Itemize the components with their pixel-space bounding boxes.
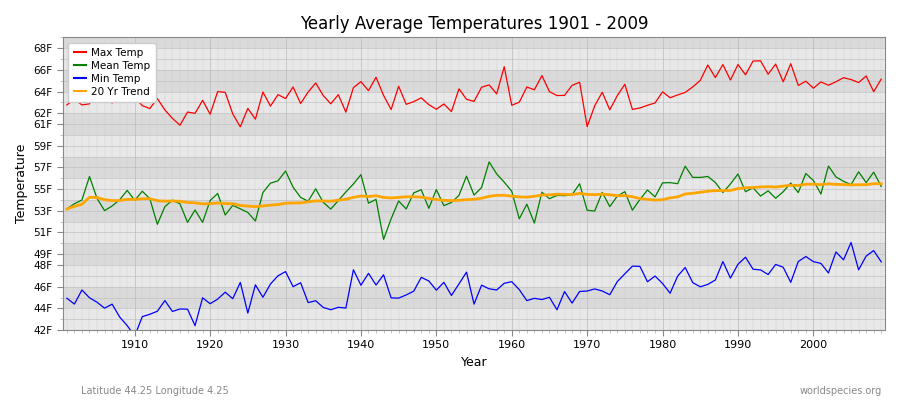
Text: Latitude 44.25 Longitude 4.25: Latitude 44.25 Longitude 4.25 bbox=[81, 386, 229, 396]
X-axis label: Year: Year bbox=[461, 356, 488, 369]
Bar bbox=[63, 308, 885, 330]
Title: Yearly Average Temperatures 1901 - 2009: Yearly Average Temperatures 1901 - 2009 bbox=[300, 15, 648, 33]
Bar bbox=[63, 26, 885, 48]
Bar bbox=[63, 92, 885, 113]
Bar bbox=[63, 287, 885, 308]
Text: worldspecies.org: worldspecies.org bbox=[800, 386, 882, 396]
Bar bbox=[63, 156, 885, 178]
Bar bbox=[63, 178, 885, 200]
Y-axis label: Temperature: Temperature bbox=[15, 144, 28, 223]
Bar bbox=[63, 200, 885, 222]
Bar bbox=[63, 113, 885, 135]
Legend: Max Temp, Mean Temp, Min Temp, 20 Yr Trend: Max Temp, Mean Temp, Min Temp, 20 Yr Tre… bbox=[68, 42, 156, 102]
Bar bbox=[63, 70, 885, 92]
Bar bbox=[63, 222, 885, 243]
Bar bbox=[63, 48, 885, 70]
Bar bbox=[63, 135, 885, 156]
Bar bbox=[63, 243, 885, 265]
Bar bbox=[63, 265, 885, 287]
